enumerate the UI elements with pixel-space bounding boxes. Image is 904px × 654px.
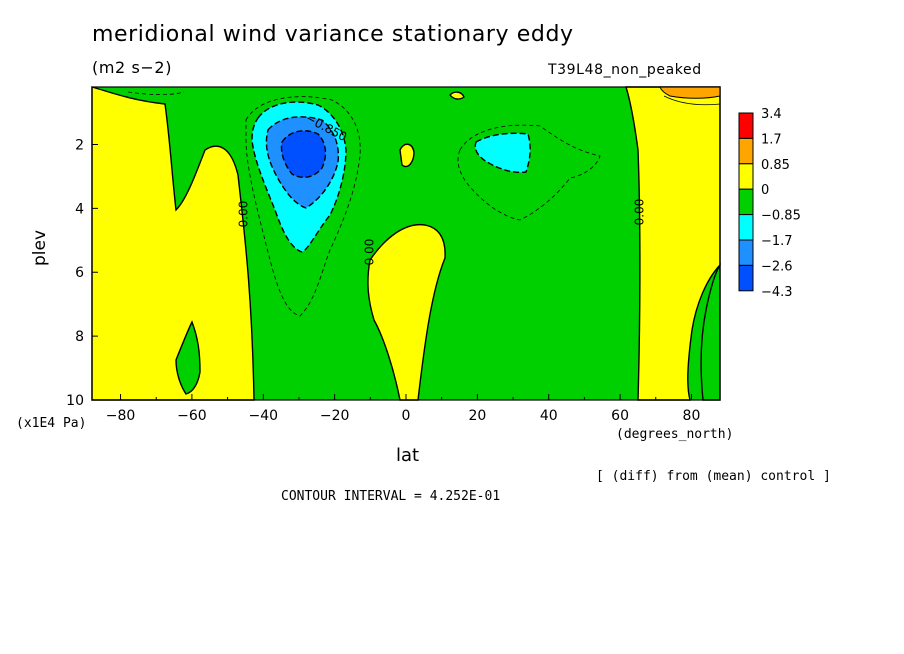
y-tick-label: 2	[75, 137, 84, 153]
x-axis-unit: (degrees_north)	[616, 427, 734, 442]
run-name-label: T39L48_non_peaked	[548, 62, 702, 78]
colorbar-box-yellow	[738, 163, 754, 190]
lobe-south-deepblue	[280, 130, 327, 179]
colorbar-label: 0.85	[761, 158, 790, 173]
colorbar-label: −1.7	[761, 234, 793, 249]
colorbar-box-orange	[738, 137, 754, 165]
region-yellow-mid	[367, 223, 446, 401]
contour-label-zero-mid: 0.00	[363, 239, 377, 266]
colorbar-box-green	[738, 188, 754, 216]
x-tick-label: 60	[611, 408, 629, 424]
region-yellow-speck	[449, 91, 465, 100]
contour-label-zero-south: 0.00	[237, 201, 251, 228]
x-tick-label: 40	[540, 408, 558, 424]
y-tick-label: 6	[75, 265, 84, 281]
colorbar-label: −2.6	[761, 259, 793, 274]
colorbar-box-red	[738, 112, 754, 139]
y-tick-label: 8	[75, 329, 84, 345]
y-axis-unit: (x1E4 Pa)	[16, 416, 87, 431]
colorbar-label: −0.85	[761, 209, 801, 224]
region-yellow-southpole	[91, 86, 255, 401]
x-axis-label: lat	[396, 445, 420, 466]
region-orange-north	[659, 86, 721, 99]
x-tick-label: 80	[683, 408, 701, 424]
contour-interval: CONTOUR INTERVAL = 4.252E-01	[281, 489, 501, 504]
colorbar-box-cyan	[738, 214, 754, 241]
x-tick-label: −40	[248, 408, 278, 424]
contour-top-right	[663, 95, 721, 106]
colorbar-box-deepblue	[738, 264, 754, 292]
colorbar-label: −4.3	[761, 285, 793, 300]
lobe-north-cyan	[474, 132, 531, 174]
x-tick-label: 20	[468, 408, 486, 424]
x-tick-label: 0	[402, 408, 411, 424]
contour-top-left	[127, 91, 185, 96]
colorbar-box-blue	[738, 239, 754, 266]
island-green-south	[175, 320, 201, 395]
y-tick-label: 4	[75, 201, 84, 217]
island-green-north	[700, 262, 721, 401]
y-tick-label: 10	[66, 393, 84, 409]
region-yellow-north	[625, 86, 721, 401]
contour-north-outer	[457, 124, 601, 221]
colorbar-label: 3.4	[761, 107, 782, 122]
units-label: (m2 s−2)	[92, 58, 173, 77]
x-tick-label: −20	[320, 408, 350, 424]
contour-south-outer	[245, 96, 361, 317]
colorbar-label: 0	[761, 183, 769, 198]
contour-label-zero-north: 0.00	[633, 199, 647, 226]
diff-note: [ (diff) from (mean) control ]	[596, 469, 831, 484]
x-tick-label: −60	[177, 408, 207, 424]
region-yellow-eq	[399, 143, 415, 168]
y-axis-label: plev	[30, 229, 50, 266]
x-tick-label: −80	[106, 408, 136, 424]
chart-title: meridional wind variance stationary eddy	[92, 22, 574, 47]
colorbar-label: 1.7	[761, 132, 782, 147]
